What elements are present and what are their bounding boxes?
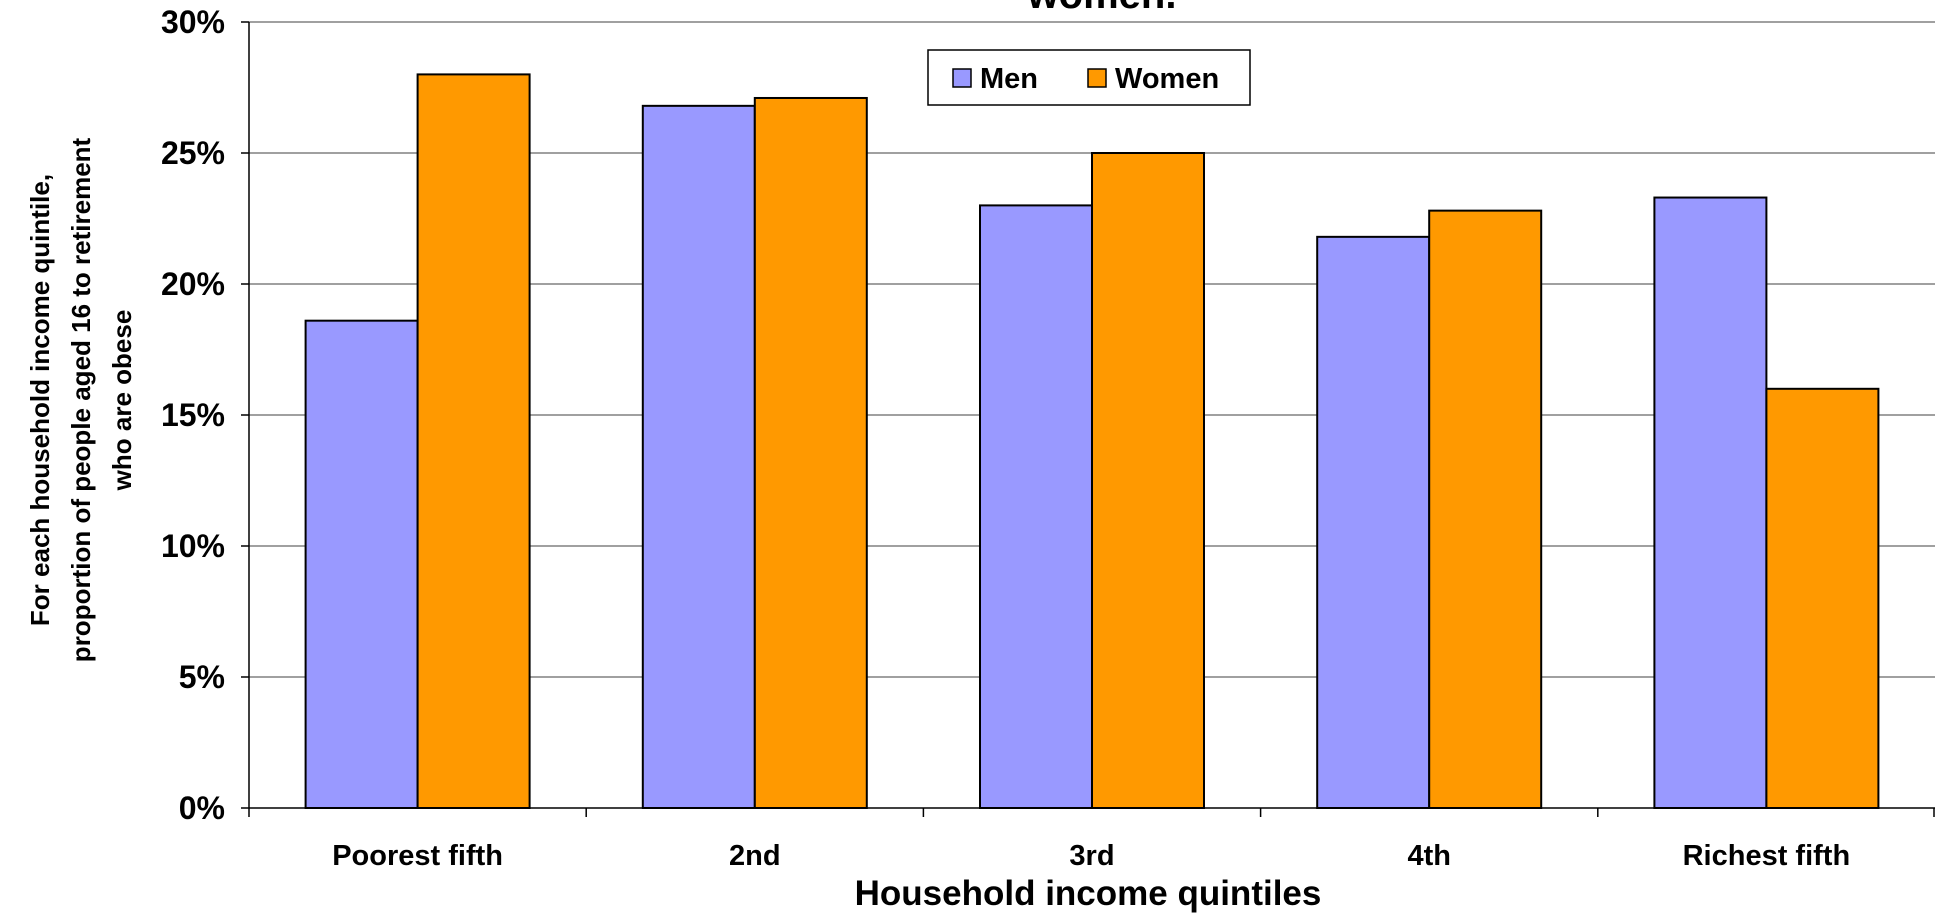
x-category-labels: Poorest fifth 2nd 3rd 4th Richest fifth — [332, 840, 1850, 872]
legend-swatch-men — [952, 68, 972, 88]
y-tick-label: 0% — [179, 790, 225, 826]
y-tick-label: 15% — [161, 397, 225, 433]
bar-men-5 — [1653, 196, 1768, 810]
y-tick-labels: 0% 5% 10% 15% 20% 25% 30% — [161, 4, 225, 826]
bar-women-2 — [753, 96, 868, 810]
bar-women-5 — [1765, 387, 1880, 809]
y-tick-label: 30% — [161, 4, 225, 40]
y-tick-label: 5% — [179, 659, 225, 695]
bar-women-3 — [1091, 152, 1205, 809]
legend-label-men: Men — [980, 63, 1038, 95]
bar-women-1 — [416, 73, 531, 809]
y-tick-label: 25% — [161, 135, 225, 171]
x-category-label: 2nd — [729, 840, 781, 872]
bars — [304, 73, 1880, 810]
x-category-label: 4th — [1407, 840, 1451, 872]
y-axis-title: For each household income quintile, propo… — [25, 137, 137, 662]
legend-label-women: Women — [1115, 63, 1219, 95]
chart-title: women. — [1027, 0, 1177, 17]
bar-men-2 — [641, 104, 756, 809]
x-axis-title: Household income quintiles — [855, 874, 1322, 913]
bar-men-4 — [1316, 235, 1431, 809]
x-category-label: Richest fifth — [1683, 840, 1851, 872]
y-tick-label: 10% — [161, 528, 225, 564]
legend-swatch-women — [1087, 68, 1107, 88]
bar-women-4 — [1428, 209, 1543, 809]
y-axis-title-line: who are obese — [107, 310, 137, 492]
x-category-label: Poorest fifth — [332, 840, 503, 872]
y-tick-label: 20% — [161, 266, 225, 302]
axes — [241, 21, 1935, 817]
legend: Men Women — [927, 49, 1251, 106]
y-axis-title-line: For each household income quintile, — [25, 174, 55, 626]
y-axis-title-text: For each household income quintile, propo… — [25, 137, 137, 662]
bar-men-1 — [304, 319, 419, 809]
y-axis-title-line: proportion of people aged 16 to retireme… — [66, 137, 96, 662]
x-category-label: 3rd — [1069, 840, 1114, 872]
bar-men-3 — [979, 204, 1093, 809]
